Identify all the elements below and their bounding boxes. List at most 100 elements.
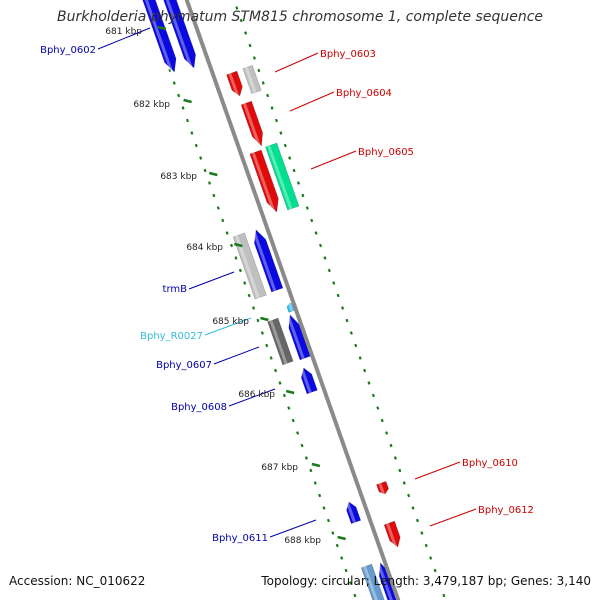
gene-label-bphy-0603[interactable]: Bphy_0603 [320, 49, 376, 60]
feature-bottom-partial-a [360, 563, 385, 600]
outer-track-dot [257, 68, 261, 73]
inner-track-dots [146, 6, 357, 598]
leader-bphy-0605 [310, 150, 357, 170]
inner-track-dot [185, 118, 190, 123]
outer-track-dot [252, 56, 256, 60]
outer-track-dot [398, 468, 402, 473]
feature-bphy-0603-pseudo-highlight [244, 67, 257, 93]
outer-track-dot [305, 206, 309, 210]
outer-track-dot [411, 506, 415, 510]
outer-track-dot [363, 368, 367, 373]
inner-track-dot [309, 468, 313, 473]
feature-bphy-0603 [226, 70, 243, 97]
feature-trmb [254, 229, 284, 293]
kbp-tick-mark [234, 242, 243, 248]
gene-label-bphy-0605[interactable]: Bphy_0605 [358, 147, 414, 158]
kbp-tick-mark [260, 316, 269, 322]
inner-track-dot [287, 406, 291, 410]
gene-label-bphy-r0027[interactable]: Bphy_R0027 [140, 331, 203, 342]
outer-track-dot [393, 456, 397, 460]
inner-track-dot [331, 531, 335, 535]
feature-bphy-0612-highlight [386, 523, 398, 549]
feature-bphy-0608-highlight [300, 368, 312, 394]
tick-label: 681 kbp [105, 27, 142, 37]
inner-track-dot [269, 356, 273, 360]
feature-bphy-0607-highlight [286, 315, 305, 360]
outer-track-dot [345, 318, 349, 323]
inner-track-dot [247, 293, 251, 298]
map-title: Burkholderia phymatum STM815 chromosome … [56, 9, 543, 25]
feature-bphy-0602-highlight [144, 0, 174, 74]
outer-track-dot [389, 443, 393, 448]
outer-track-dot [239, 18, 243, 23]
inner-track-dot [278, 381, 282, 385]
gene-label-bphy-0608[interactable]: Bphy_0608 [171, 402, 227, 413]
outer-track-dot [296, 181, 301, 185]
outer-track-dot [371, 393, 375, 398]
feature-bphy-0607 [288, 314, 311, 361]
inner-track-dot [300, 443, 304, 448]
leader-bphy-0611 [269, 519, 317, 538]
genome-summary: Topology: circular; Length: 3,479,187 bp… [261, 574, 591, 588]
outer-track-dot [261, 81, 265, 85]
outer-track-dot [235, 6, 239, 10]
inner-track-dot [348, 581, 353, 585]
gene-label-trmb[interactable]: trmB [163, 284, 188, 295]
inner-track-dot [243, 281, 247, 285]
inner-track-dot [203, 168, 207, 173]
outer-track-dot [318, 243, 323, 248]
outer-track-dot [332, 281, 336, 285]
feature-bphy-0605 [249, 149, 279, 213]
leader-bphy-0603 [274, 52, 319, 73]
feature-bphy-r0027-highlight [287, 302, 294, 312]
tick-label: 683 kbp [160, 172, 197, 182]
outer-track-dot [327, 268, 331, 273]
feature-bphy-0604-highlight [243, 103, 261, 148]
inner-track-dot [256, 318, 260, 323]
outer-track-dot [437, 581, 442, 585]
inner-track-dot [190, 131, 194, 135]
leader-bphy-0608 [228, 388, 276, 407]
inner-track-dot [326, 518, 330, 523]
inner-track-dot [274, 368, 278, 373]
feature-bphy-0603-highlight [228, 73, 240, 98]
inner-track-dot [304, 456, 308, 460]
kbp-tick-mark [183, 98, 192, 104]
inner-track-dot [291, 418, 295, 423]
feature-bphy-0605-highlight [251, 152, 276, 214]
kbp-tick-mark [311, 462, 321, 468]
feature-bphy-0602-b [163, 0, 196, 69]
tick-label: 688 kbp [284, 536, 321, 546]
outer-track-dot [349, 331, 353, 335]
leader-bphy-r0027 [204, 317, 252, 336]
feature-trmb-pseudo-highlight [235, 235, 260, 299]
gene-label-bphy-0612[interactable]: Bphy_0612 [478, 505, 534, 516]
inner-track-dot [322, 506, 326, 510]
kbp-tick-mark [209, 171, 218, 177]
gene-label-bphy-0604[interactable]: Bphy_0604 [336, 88, 392, 99]
gene-label-bphy-0611[interactable]: Bphy_0611 [212, 533, 268, 544]
gene-label-bphy-0610[interactable]: Bphy_0610 [462, 458, 518, 469]
feature-track [142, 0, 401, 600]
inner-track-dot [260, 331, 264, 335]
leader-bphy-0612 [429, 508, 477, 527]
feature-bphy-0605-rna-highlight [267, 145, 293, 210]
inner-track-dot [212, 193, 216, 198]
inner-track-dot [177, 93, 181, 98]
inner-track-dot [199, 156, 203, 160]
outer-track-dot [270, 106, 274, 110]
inner-track-dot [168, 68, 172, 73]
sequence-backbone [184, 0, 401, 600]
gene-label-bphy-0607[interactable]: Bphy_0607 [156, 360, 212, 371]
outer-track-dot [341, 306, 345, 310]
outer-track-dot [415, 518, 419, 523]
inner-track-dot [181, 106, 185, 110]
outer-track-dot [358, 356, 362, 360]
tick-label: 682 kbp [133, 100, 170, 110]
outer-track-dot [402, 481, 406, 485]
inner-track-dot [229, 243, 234, 248]
gene-label-bphy-0602[interactable]: Bphy_0602 [40, 45, 96, 56]
outer-track-dot [314, 231, 318, 235]
outer-track-dot [367, 381, 371, 385]
